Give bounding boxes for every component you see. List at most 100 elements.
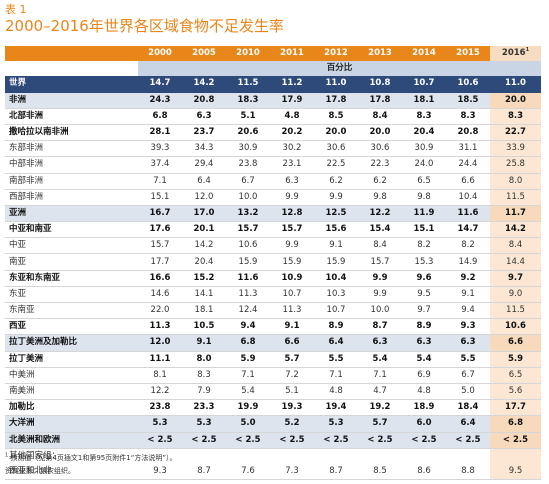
value-cell: 8.7 <box>314 463 358 481</box>
table-row: 东部非洲 39.3 34.3 30.9 30.2 30.6 30.6 30.9 31.1 33.9 <box>5 140 541 158</box>
value-cell: 6.3 <box>270 173 314 190</box>
value-cell: 5.4 <box>402 351 446 368</box>
row-label: 西部非洲 <box>5 189 138 206</box>
row-label: 东亚和东南亚 <box>5 270 138 287</box>
value-cell: 15.7 <box>138 237 182 255</box>
table-row: 大洋洲 5.3 5.3 5.0 5.2 5.3 5.7 6.0 6.4 6.8 <box>5 415 541 433</box>
table-row: 中部非洲 37.4 29.4 23.8 23.1 22.5 22.3 24.0 24.4 25.8 <box>5 156 541 174</box>
value-cell: 10.3 <box>314 286 358 304</box>
value-cell: 9.9 <box>358 286 402 304</box>
row-label: 西亚 <box>5 318 138 336</box>
value-cell: 6.0 <box>402 415 446 433</box>
value-cell <box>358 448 402 464</box>
year-header: 2013 <box>358 46 402 62</box>
value-cell: 5.5 <box>446 351 490 368</box>
value-cell: 5.2 <box>270 415 314 433</box>
value-cell: 15.7 <box>270 221 314 239</box>
value-cell: 11.2 <box>270 76 314 93</box>
value-cell: 15.1 <box>402 221 446 239</box>
value-cell: < 2.5 <box>270 432 314 449</box>
row-label: 中亚和南亚 <box>5 221 138 239</box>
value-cell: 7.2 <box>270 367 314 384</box>
value-cell: 30.6 <box>314 140 358 158</box>
value-cell: 8.3 <box>402 108 446 125</box>
value-cell: 9.1 <box>270 318 314 336</box>
value-cell: 7.3 <box>270 463 314 481</box>
value-cell: 11.6 <box>446 205 490 223</box>
value-cell: 6.7 <box>446 367 490 384</box>
value-cell: 14.7 <box>446 221 490 239</box>
value-cell: 4.7 <box>358 383 402 401</box>
value-cell: 6.6 <box>490 334 541 352</box>
table-row: 拉丁美洲及加勒比 12.0 9.1 6.8 6.6 6.4 6.3 6.3 6.3 6.6 <box>5 334 541 352</box>
row-label: 加勒比 <box>5 399 138 417</box>
value-cell: 11.3 <box>270 302 314 320</box>
value-cell: 5.0 <box>446 383 490 401</box>
row-label: 北美洲和欧洲 <box>5 432 138 449</box>
value-cell: 18.4 <box>446 399 490 417</box>
value-cell: 24.4 <box>446 156 490 174</box>
value-cell: 29.4 <box>182 156 226 174</box>
value-cell: 8.3 <box>182 367 226 384</box>
value-cell: 10.0 <box>358 302 402 320</box>
value-cell: 5.7 <box>358 415 402 433</box>
value-cell: 12.5 <box>314 205 358 223</box>
row-label: 北部非洲 <box>5 108 138 125</box>
value-cell: 5.3 <box>138 415 182 433</box>
value-cell: 19.2 <box>358 399 402 417</box>
value-cell: 12.2 <box>358 205 402 223</box>
table-row: 北部非洲 6.8 6.3 5.1 4.8 8.5 8.4 8.3 8.3 8.3 <box>5 108 541 125</box>
footnote-marker: 1 <box>525 47 530 54</box>
value-cell: 23.8 <box>226 156 270 174</box>
table-row: 非洲 24.3 20.8 18.3 17.9 17.8 17.8 18.1 18.5 20.0 <box>5 92 541 109</box>
value-cell: 9.0 <box>490 286 541 304</box>
value-cell: 4.8 <box>270 108 314 125</box>
value-cell: 17.8 <box>358 92 402 109</box>
table-row: 拉丁美洲 11.1 8.0 5.9 5.7 5.5 5.4 5.4 5.5 5.9 <box>5 351 541 368</box>
value-cell: 20.6 <box>226 124 270 142</box>
table-row: 亚洲 16.7 17.0 13.2 12.8 12.5 12.2 11.9 11.6 11.7 <box>5 205 541 223</box>
value-cell: < 2.5 <box>314 432 358 449</box>
value-cell: 23.1 <box>270 156 314 174</box>
value-cell: 11.0 <box>314 76 358 93</box>
value-cell: 9.1 <box>182 334 226 352</box>
value-cell: 9.3 <box>446 318 490 336</box>
value-cell: 20.4 <box>402 124 446 142</box>
value-cell: 7.1 <box>358 367 402 384</box>
value-cell: 8.2 <box>402 237 446 255</box>
value-cell: 11.3 <box>138 318 182 336</box>
value-cell: 9.2 <box>446 270 490 287</box>
value-cell: 22.7 <box>490 124 541 142</box>
value-cell: 9.5 <box>402 286 446 304</box>
value-cell: 17.9 <box>270 92 314 109</box>
year-header: 2010 <box>226 46 270 62</box>
value-cell: 16.7 <box>138 205 182 223</box>
value-cell: 12.2 <box>138 383 182 401</box>
table-row: 中亚和南亚 17.6 20.1 15.7 15.7 15.6 15.4 15.1 14.7 14.… <box>5 221 541 239</box>
value-cell: 30.2 <box>270 140 314 158</box>
value-cell: 8.2 <box>446 237 490 255</box>
year-header-row: 2000 2005 2010 2011 2012 2013 2014 2015 … <box>5 46 541 62</box>
value-cell: 5.1 <box>270 383 314 401</box>
row-label: 中亚 <box>5 237 138 255</box>
table-row: 中亚 15.7 14.2 10.6 9.9 9.1 8.4 8.2 8.2 8.4 <box>5 237 541 255</box>
row-label: 东南亚 <box>5 302 138 320</box>
value-cell: 7.9 <box>182 383 226 401</box>
value-cell: 5.9 <box>490 351 541 368</box>
value-cell: 11.5 <box>490 302 541 320</box>
row-label: 拉丁美洲及加勒比 <box>5 334 138 352</box>
row-label: 南亚 <box>5 253 138 271</box>
value-cell: 9.1 <box>446 286 490 304</box>
value-cell: 12.0 <box>182 189 226 206</box>
value-cell: 9.4 <box>446 302 490 320</box>
value-cell: 11.9 <box>402 205 446 223</box>
value-cell: 9.7 <box>402 302 446 320</box>
row-label: 东亚 <box>5 286 138 304</box>
value-cell: 14.6 <box>138 286 182 304</box>
value-cell: 7.1 <box>314 367 358 384</box>
value-cell: 23.3 <box>182 399 226 417</box>
value-cell: 20.0 <box>358 124 402 142</box>
value-cell: 9.1 <box>314 237 358 255</box>
value-cell: 8.8 <box>446 463 490 481</box>
value-cell: < 2.5 <box>138 432 182 449</box>
